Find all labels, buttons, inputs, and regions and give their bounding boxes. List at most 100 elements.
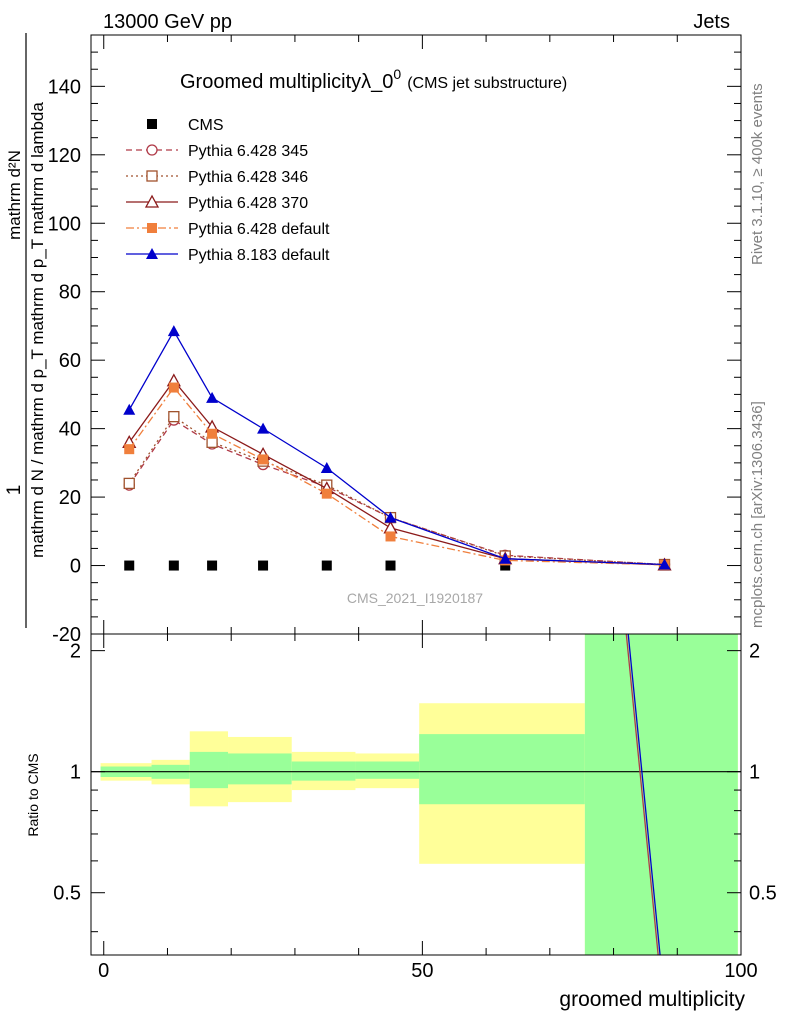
data-point [168, 382, 179, 393]
data-point [206, 391, 219, 403]
data-point [207, 428, 218, 439]
y-tick-label: 120 [48, 145, 81, 167]
legend-label: Pythia 8.183 default [188, 247, 330, 264]
series-line [128, 415, 665, 566]
band-1sigma [189, 751, 229, 789]
band-1sigma [355, 761, 420, 779]
data-point [206, 436, 218, 448]
legend-marker [144, 194, 160, 208]
legend-marker [147, 119, 157, 129]
ratio-ylabel: Ratio to CMS [25, 753, 41, 836]
data-point [499, 552, 512, 564]
chart-title-text: Groomed multiplicityλ_00 (CMS jet substru… [180, 66, 567, 93]
y-tick-label: -20 [52, 624, 81, 646]
series-2 [123, 410, 671, 571]
data-point [123, 403, 136, 415]
chart-title-main: Groomed multiplicityλ_0 [180, 71, 393, 93]
ratio-y-tick-label-right: 0.5 [749, 883, 777, 905]
legend-label: CMS [188, 117, 224, 134]
main-x-ticks [103, 35, 742, 634]
chart-subtitle: (CMS jet substructure) [407, 75, 567, 92]
main-series [122, 325, 672, 571]
main-y-ticks: -20 0 20 40 60 80 100 120 140 [48, 34, 741, 646]
band-1sigma [291, 761, 356, 781]
data-point [384, 511, 397, 523]
chart-title: Groomed multiplicityλ_00 (CMS jet substru… [180, 66, 567, 93]
data-point [320, 461, 333, 473]
data-point [258, 560, 269, 571]
y-tick-label: 60 [59, 350, 81, 372]
x-tick-label: 0 [98, 960, 109, 982]
legend-item: CMS [147, 117, 224, 134]
legend-label: Pythia 6.428 345 [188, 143, 308, 160]
ylabel-one: 1 [4, 485, 25, 496]
legend-marker [146, 144, 158, 156]
ratio-y-tick-label-right: 2 [749, 641, 760, 663]
band-1sigma [584, 634, 738, 955]
data-point [385, 560, 396, 571]
series-line [128, 419, 665, 566]
y-tick-label: 80 [59, 282, 81, 304]
data-point [258, 454, 269, 465]
ratio-bands [91, 634, 741, 955]
chart-title-superscript: 0 [393, 66, 401, 82]
y-tick-label: 20 [59, 487, 81, 509]
data-point [167, 325, 180, 337]
ratio-y-tick-label: 1 [70, 762, 81, 784]
series-line [128, 329, 665, 566]
legend-item: Pythia 6.428 default [126, 221, 330, 238]
data-point [383, 520, 398, 534]
legend-item: Pythia 6.428 345 [126, 143, 308, 160]
series-5 [123, 325, 671, 570]
band-1sigma [228, 753, 292, 785]
legend-label: Pythia 6.428 default [188, 221, 330, 238]
ratio-y-ticks: 0.5 0.5 1 1 2 2 [53, 641, 777, 933]
y-tick-label: 40 [59, 419, 81, 441]
data-point [168, 410, 180, 423]
ratio-xlabel: groomed multiplicity [559, 988, 745, 1011]
x-tick-label: 100 [724, 960, 757, 982]
ratio-curve [625, 634, 659, 955]
ratio-lines [625, 634, 661, 955]
energy-label: 13000 GeV pp [103, 11, 232, 33]
ratio-y-tick-label-right: 1 [749, 762, 760, 784]
data-point [168, 560, 179, 571]
series-line [128, 386, 665, 566]
data-point [207, 560, 218, 571]
data-point [321, 488, 332, 499]
series-3 [122, 373, 672, 571]
data-point [124, 444, 135, 455]
ratio-panel: 0.5 0.5 1 1 2 2 0 50 100 Ratio to CMS groomed m… [25, 633, 777, 1011]
series-4 [124, 382, 670, 570]
legend-marker [146, 248, 158, 259]
watermark: CMS_2021_I1920187 [347, 590, 483, 606]
band-1sigma [419, 734, 585, 805]
legend-label: Pythia 6.428 370 [188, 195, 308, 212]
legend-marker [147, 223, 157, 233]
main-ylabel: 1 mathrm d²N mathrm d N / mathrm d p_T m… [4, 33, 47, 628]
series-line [128, 379, 665, 566]
data-point [500, 560, 511, 571]
y-tick-label: 140 [48, 76, 81, 98]
legend-item: Pythia 6.428 346 [126, 169, 308, 186]
ratio-curve [627, 634, 661, 955]
series-1 [123, 414, 671, 571]
data-point [124, 560, 135, 571]
ylabel-denominator: mathrm d N / mathrm d p_T mathrm d p_T m… [28, 102, 47, 558]
legend-item: Pythia 8.183 default [126, 247, 330, 264]
y-tick-label: 100 [48, 213, 81, 235]
rivet-label: Rivet 3.1.10, ≥ 400k events [749, 83, 766, 265]
legend-label: Pythia 6.428 346 [188, 169, 308, 186]
legend-marker [146, 170, 158, 182]
mcplots-label: mcplots.cern.ch [arXiv:1306.3436] [749, 401, 766, 628]
data-point [257, 422, 270, 434]
ratio-x-ticks: 0 50 100 [98, 634, 758, 982]
legend: CMS Pythia 6.428 345 Pythia 6.428 346 Pythi… [126, 117, 330, 264]
ratio-y-tick-label: 0.5 [53, 883, 81, 905]
data-point [321, 560, 332, 571]
ratio-y-tick-label: 2 [70, 641, 81, 663]
ratio-frame [90, 633, 742, 956]
y-tick-label: 0 [70, 556, 81, 578]
